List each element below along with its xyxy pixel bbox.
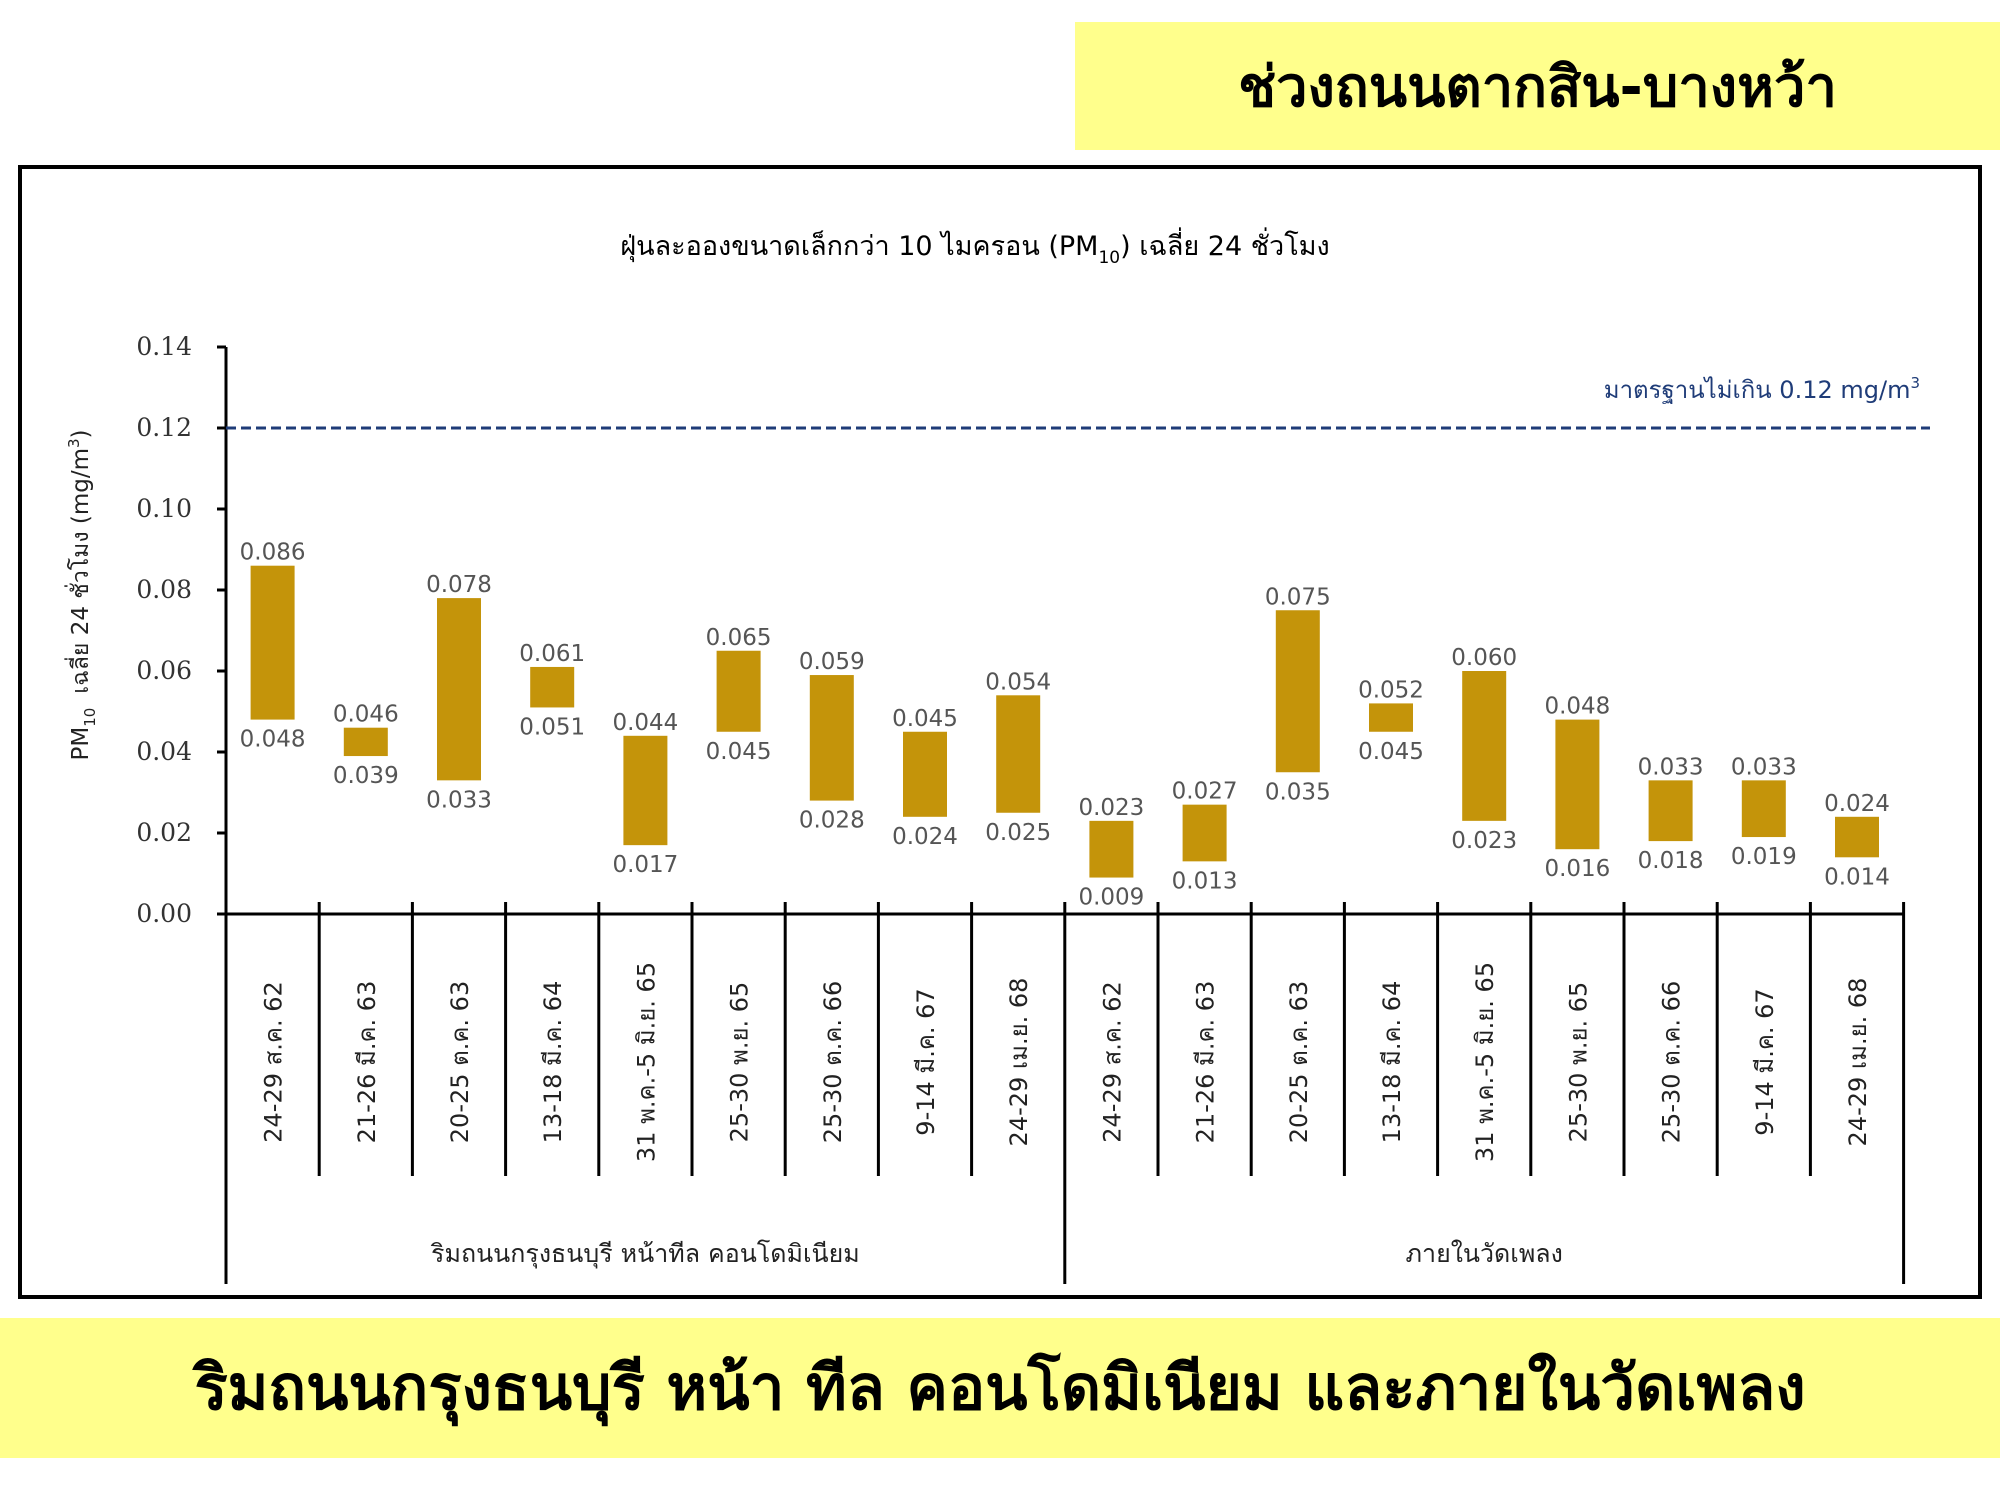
- x-category-label: 31 พ.ค.-5 มิ.ย. 65: [1471, 962, 1499, 1162]
- y-axis-label-close: ): [68, 429, 94, 438]
- bar: [1555, 719, 1600, 850]
- data-label-min: 0.014: [1824, 864, 1890, 890]
- standard-label-superscript: 3: [1910, 374, 1920, 392]
- data-label-max: 0.046: [333, 702, 399, 728]
- bar: [1741, 780, 1786, 838]
- data-label-min: 0.023: [1451, 828, 1517, 854]
- y-tick-label: 0.10: [136, 494, 192, 523]
- data-label-min: 0.009: [1078, 885, 1144, 911]
- bar: [530, 666, 575, 708]
- x-category-label: 25-30 ต.ค. 66: [819, 981, 847, 1143]
- bar: [1182, 804, 1227, 862]
- y-axis-label-superscript: 3: [65, 438, 83, 448]
- x-category-label: 24-29 เม.ย. 68: [1844, 978, 1872, 1147]
- x-category-label: 24-29 ส.ค. 62: [1098, 981, 1126, 1143]
- data-label-max: 0.061: [519, 641, 585, 667]
- data-label-min: 0.045: [706, 739, 772, 765]
- data-label-max: 0.027: [1172, 779, 1238, 805]
- bar: [1089, 820, 1134, 878]
- data-label-max: 0.033: [1731, 754, 1797, 780]
- caption-banner: ริมถนนกรุงธนบุรี หน้า ทีล คอนโดมิเนียม แ…: [0, 1318, 2000, 1458]
- data-label-max: 0.023: [1078, 795, 1144, 821]
- data-label-min: 0.017: [612, 852, 678, 878]
- bar: [1369, 703, 1413, 732]
- data-label-max: 0.044: [612, 710, 678, 736]
- page-title: ช่วงถนนตากสิน-บางหว้า: [1075, 22, 2000, 150]
- x-category-label: 20-25 ต.ค. 63: [446, 981, 474, 1143]
- data-label-min: 0.025: [985, 820, 1051, 846]
- data-label-max: 0.078: [426, 572, 492, 598]
- data-label-min: 0.028: [799, 808, 865, 834]
- plot-area: 0.00 0.02 0.04 0.06 0.08 0.10 0.12 0.14 0.086 0.0…: [136, 332, 1930, 1284]
- bar: [809, 675, 854, 801]
- x-category-label: 9-14 มี.ค. 67: [1751, 988, 1779, 1135]
- x-category-label: 13-18 มี.ค. 64: [539, 981, 567, 1144]
- data-label-max: 0.024: [1824, 791, 1890, 817]
- x-group-label: ริมถนนกรุงธนบุรี หน้าทีล คอนโดมิเนียม: [430, 1239, 859, 1269]
- chart-title-main: ฝุ่นละอองขนาดเล็กกว่า 10 ไมครอน (PM: [620, 228, 1098, 263]
- y-tick-label: 0.12: [136, 413, 192, 442]
- y-tick-label: 0.08: [136, 575, 192, 604]
- bar: [437, 598, 481, 781]
- data-label-max: 0.052: [1358, 677, 1424, 703]
- bar: [623, 735, 668, 846]
- data-label-max: 0.075: [1265, 584, 1331, 610]
- y-axis-label-subscript: 10: [81, 708, 99, 727]
- data-label-max: 0.054: [985, 669, 1051, 695]
- y-tick-label: 0.06: [136, 656, 192, 685]
- y-tick-label: 0.04: [136, 737, 192, 766]
- x-group-label: ภายในวัดเพลง: [1406, 1239, 1563, 1268]
- x-category-label: 25-30 พ.ย. 65: [726, 982, 754, 1143]
- bar: [343, 727, 388, 757]
- y-tick-label: 0.00: [136, 899, 192, 928]
- bar: [1275, 610, 1320, 773]
- chart-title: ฝุ่นละอองขนาดเล็กกว่า 10 ไมครอน (PM10) เ…: [620, 227, 1329, 268]
- bar: [996, 695, 1041, 813]
- x-category-label: 21-26 มี.ค. 63: [1192, 981, 1220, 1144]
- data-label-max: 0.059: [799, 649, 865, 675]
- y-tick-label: 0.02: [136, 818, 192, 847]
- bar: [1648, 780, 1693, 842]
- chart-title-subscript: 10: [1098, 248, 1120, 268]
- data-label-min: 0.016: [1544, 856, 1610, 882]
- bar: [1462, 671, 1507, 821]
- standard-label: มาตรฐานไม่เกิน 0.12 mg/m3: [1604, 374, 1920, 404]
- data-label-min: 0.051: [519, 714, 585, 740]
- data-label-min: 0.045: [1358, 739, 1424, 765]
- chart-title-end: ) เฉลี่ย 24 ชั่วโมง: [1120, 227, 1330, 262]
- data-label-max: 0.045: [892, 706, 958, 732]
- bar: [716, 650, 761, 732]
- bar: [1835, 816, 1879, 858]
- x-category-label: 24-29 เม.ย. 68: [1005, 978, 1033, 1147]
- data-label-min: 0.035: [1265, 779, 1331, 805]
- bar: [250, 565, 295, 720]
- y-axis-label-text: เฉลี่ย 24 ชั่วโมง (mg/m: [64, 448, 94, 694]
- y-tick-label: 0.14: [136, 332, 192, 361]
- data-label-min: 0.013: [1172, 868, 1238, 894]
- x-category-label: 31 พ.ค.-5 มิ.ย. 65: [632, 962, 660, 1162]
- data-label-max: 0.033: [1638, 754, 1704, 780]
- x-category-label: 25-30 ต.ค. 66: [1658, 981, 1686, 1143]
- y-axis-label-pm: PM: [68, 727, 94, 761]
- data-label-max: 0.048: [1544, 694, 1610, 720]
- data-label-min: 0.048: [240, 727, 306, 753]
- data-label-min: 0.018: [1638, 848, 1704, 874]
- y-axis-label: PM10 เฉลี่ย 24 ชั่วโมง (mg/m3): [64, 429, 99, 760]
- data-label-min: 0.024: [892, 824, 958, 850]
- data-label-min: 0.019: [1731, 844, 1797, 870]
- x-category-label: 9-14 มี.ค. 67: [912, 988, 940, 1135]
- x-category-label: 20-25 ต.ค. 63: [1285, 981, 1313, 1143]
- data-label-min: 0.033: [426, 787, 492, 813]
- data-label-max: 0.060: [1451, 645, 1517, 671]
- data-label-max: 0.086: [240, 540, 306, 566]
- standard-label-text: มาตรฐานไม่เกิน 0.12 mg/m: [1604, 376, 1911, 404]
- data-label-min: 0.039: [333, 763, 399, 789]
- x-category-label: 25-30 พ.ย. 65: [1564, 982, 1592, 1143]
- x-category-label: 24-29 ส.ค. 62: [260, 981, 288, 1143]
- x-category-label: 21-26 มี.ค. 63: [353, 981, 381, 1144]
- bar: [903, 731, 947, 817]
- x-category-label: 13-18 มี.ค. 64: [1378, 981, 1406, 1144]
- data-label-max: 0.065: [706, 625, 772, 651]
